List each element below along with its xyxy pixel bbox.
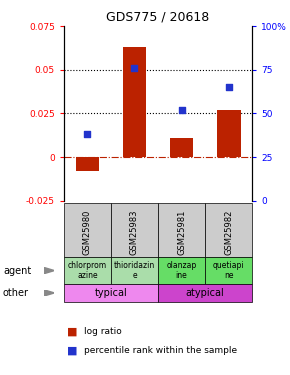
Point [226, 84, 231, 90]
Text: GSM25982: GSM25982 [224, 209, 233, 255]
Text: typical: typical [95, 288, 127, 298]
Text: ■: ■ [67, 346, 77, 355]
Bar [64, 284, 158, 302]
Text: agent: agent [3, 266, 31, 276]
Bar [158, 202, 205, 257]
Text: log ratio: log ratio [84, 327, 122, 336]
Text: percentile rank within the sample: percentile rank within the sample [84, 346, 237, 355]
Polygon shape [44, 267, 55, 274]
Bar [205, 257, 252, 284]
Bar [158, 284, 252, 302]
Bar [76, 157, 99, 171]
Text: quetiapi
ne: quetiapi ne [213, 261, 244, 280]
Text: GSM25981: GSM25981 [177, 209, 186, 255]
Text: olanzap
ine: olanzap ine [166, 261, 197, 280]
Polygon shape [44, 290, 55, 296]
Text: atypical: atypical [186, 288, 224, 298]
Point [179, 107, 184, 113]
Bar [158, 257, 205, 284]
Point [132, 65, 137, 71]
Bar [123, 47, 146, 157]
Bar [111, 202, 158, 257]
Point [85, 131, 90, 137]
Text: chlorprom
azine: chlorprom azine [68, 261, 107, 280]
Bar [205, 202, 252, 257]
Text: GSM25983: GSM25983 [130, 209, 139, 255]
Bar [111, 257, 158, 284]
Text: ■: ■ [67, 327, 77, 337]
Text: GSM25980: GSM25980 [83, 209, 92, 255]
Bar [64, 257, 111, 284]
Title: GDS775 / 20618: GDS775 / 20618 [106, 11, 210, 24]
Text: other: other [3, 288, 29, 298]
Text: thioridazin
e: thioridazin e [114, 261, 155, 280]
Bar [217, 110, 240, 157]
Bar [64, 202, 111, 257]
Bar [170, 138, 193, 157]
